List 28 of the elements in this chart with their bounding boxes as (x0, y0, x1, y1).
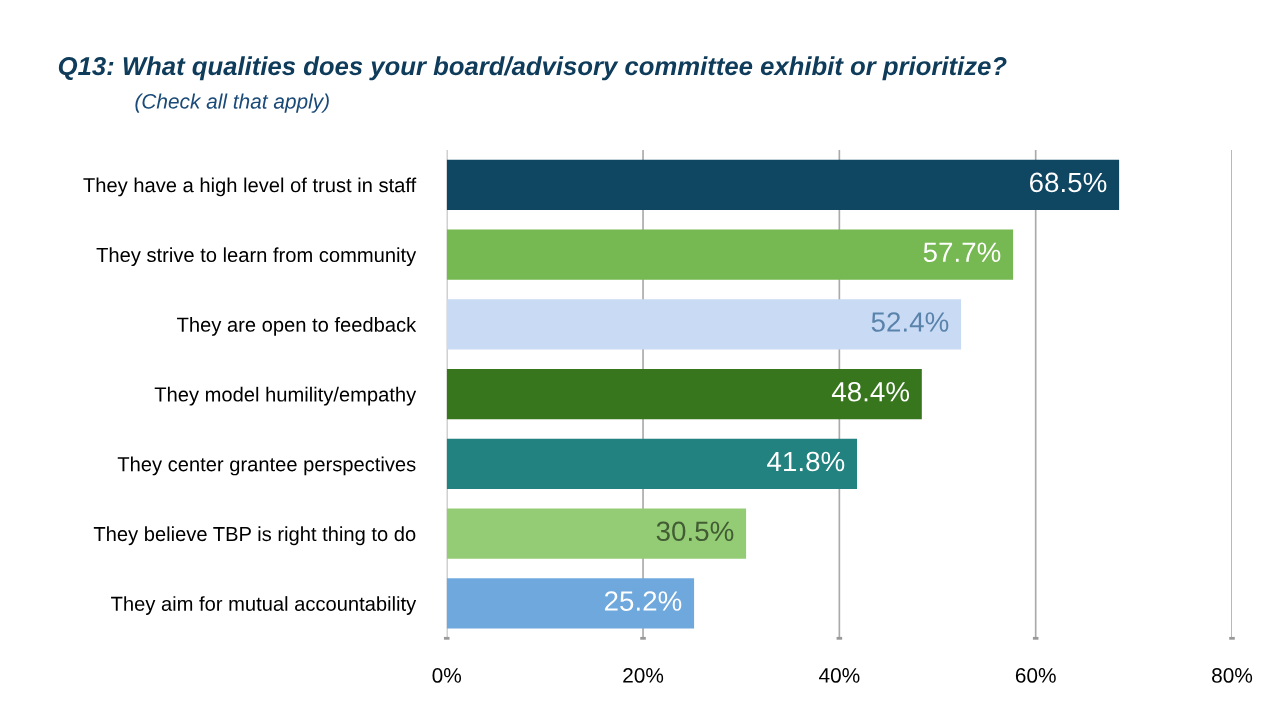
bar (446, 369, 922, 420)
y-tick-label: They strive to learn from community (96, 247, 417, 267)
data-label: 48.4% (831, 381, 910, 402)
x-tick-label: 60% (1015, 668, 1056, 683)
y-tick-label: They aim for mutual accountability (111, 596, 417, 615)
data-label: 41.8% (767, 451, 845, 472)
y-tick-label: They are open to feedback (177, 317, 417, 336)
x-tick-label: 0% (432, 668, 462, 683)
bar (446, 159, 1120, 210)
bar (446, 438, 858, 490)
data-label: 52.4% (871, 312, 949, 332)
bar (446, 229, 1014, 280)
x-tick-label: 20% (623, 668, 664, 683)
chart-title: Q13: What qualities does your board/advisory committee exhibit or prioritize? (58, 56, 1007, 81)
data-label: 57.7% (923, 242, 1001, 263)
y-tick-label: They center grantee perspectives (117, 456, 416, 476)
x-tick-label: 40% (818, 668, 860, 683)
data-label: 68.5% (1029, 172, 1107, 193)
y-tick-label: They believe TBP is right thing to do (93, 526, 416, 546)
x-tick-label: 80% (1212, 668, 1253, 683)
bar (446, 508, 747, 559)
bar (446, 578, 695, 629)
y-tick-label: They have a high level of trust in staff (83, 177, 417, 197)
text: (Check all that apply) (135, 93, 329, 113)
data-label: 25.2% (604, 591, 682, 611)
y-tick-label: They model humility/empathy (154, 386, 417, 406)
data-label: 30.5% (656, 521, 734, 542)
bar (446, 299, 962, 350)
